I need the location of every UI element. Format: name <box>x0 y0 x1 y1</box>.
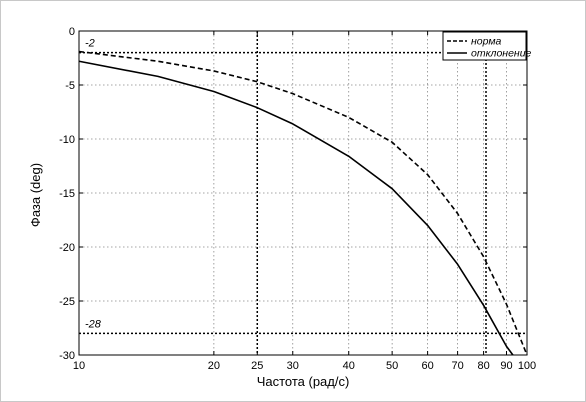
x-tick-label: 70 <box>451 360 463 372</box>
x-tick-label: 40 <box>343 360 355 372</box>
y-tick-label: -15 <box>59 188 75 200</box>
legend-box <box>442 31 527 61</box>
reference-annotation: -28 <box>85 318 102 330</box>
x-tick-label: 60 <box>421 360 433 372</box>
annotations: -2 -28 <box>85 38 102 331</box>
series-layer <box>78 50 528 356</box>
y-tick-label: -20 <box>59 242 75 254</box>
x-tick-label: 100 <box>518 360 536 372</box>
x-axis-label: Частота (рад/с) <box>257 374 350 389</box>
y-tick-label: -10 <box>59 134 75 146</box>
series-line-2 <box>78 60 514 356</box>
legend-item-label: отклонение <box>471 48 532 60</box>
grid <box>79 31 527 355</box>
x-tick-label: 20 <box>208 360 220 372</box>
series-line-1 <box>78 50 528 356</box>
x-tick-label: 25 <box>251 360 263 372</box>
x-tick-label: 90 <box>500 360 512 372</box>
y-tick-label: -30 <box>59 350 75 362</box>
legend-item-label: норма <box>471 36 502 48</box>
reference-annotation: -2 <box>85 38 95 50</box>
y-axis-label: Фаза (deg) <box>28 163 43 227</box>
x-tick-label: 30 <box>287 360 299 372</box>
y-tick-label: 0 <box>69 26 75 38</box>
axis-ticks: 10 20 25 30 40 50 60 70 80 90 100 0 -5 -10 -15 -20 -25 -3… <box>59 26 536 372</box>
x-tick-label: 50 <box>386 360 398 372</box>
x-tick-label: 10 <box>73 360 85 372</box>
x-tick-label: 80 <box>477 360 489 372</box>
y-tick-label: -5 <box>65 80 75 92</box>
y-tick-label: -25 <box>59 296 75 308</box>
